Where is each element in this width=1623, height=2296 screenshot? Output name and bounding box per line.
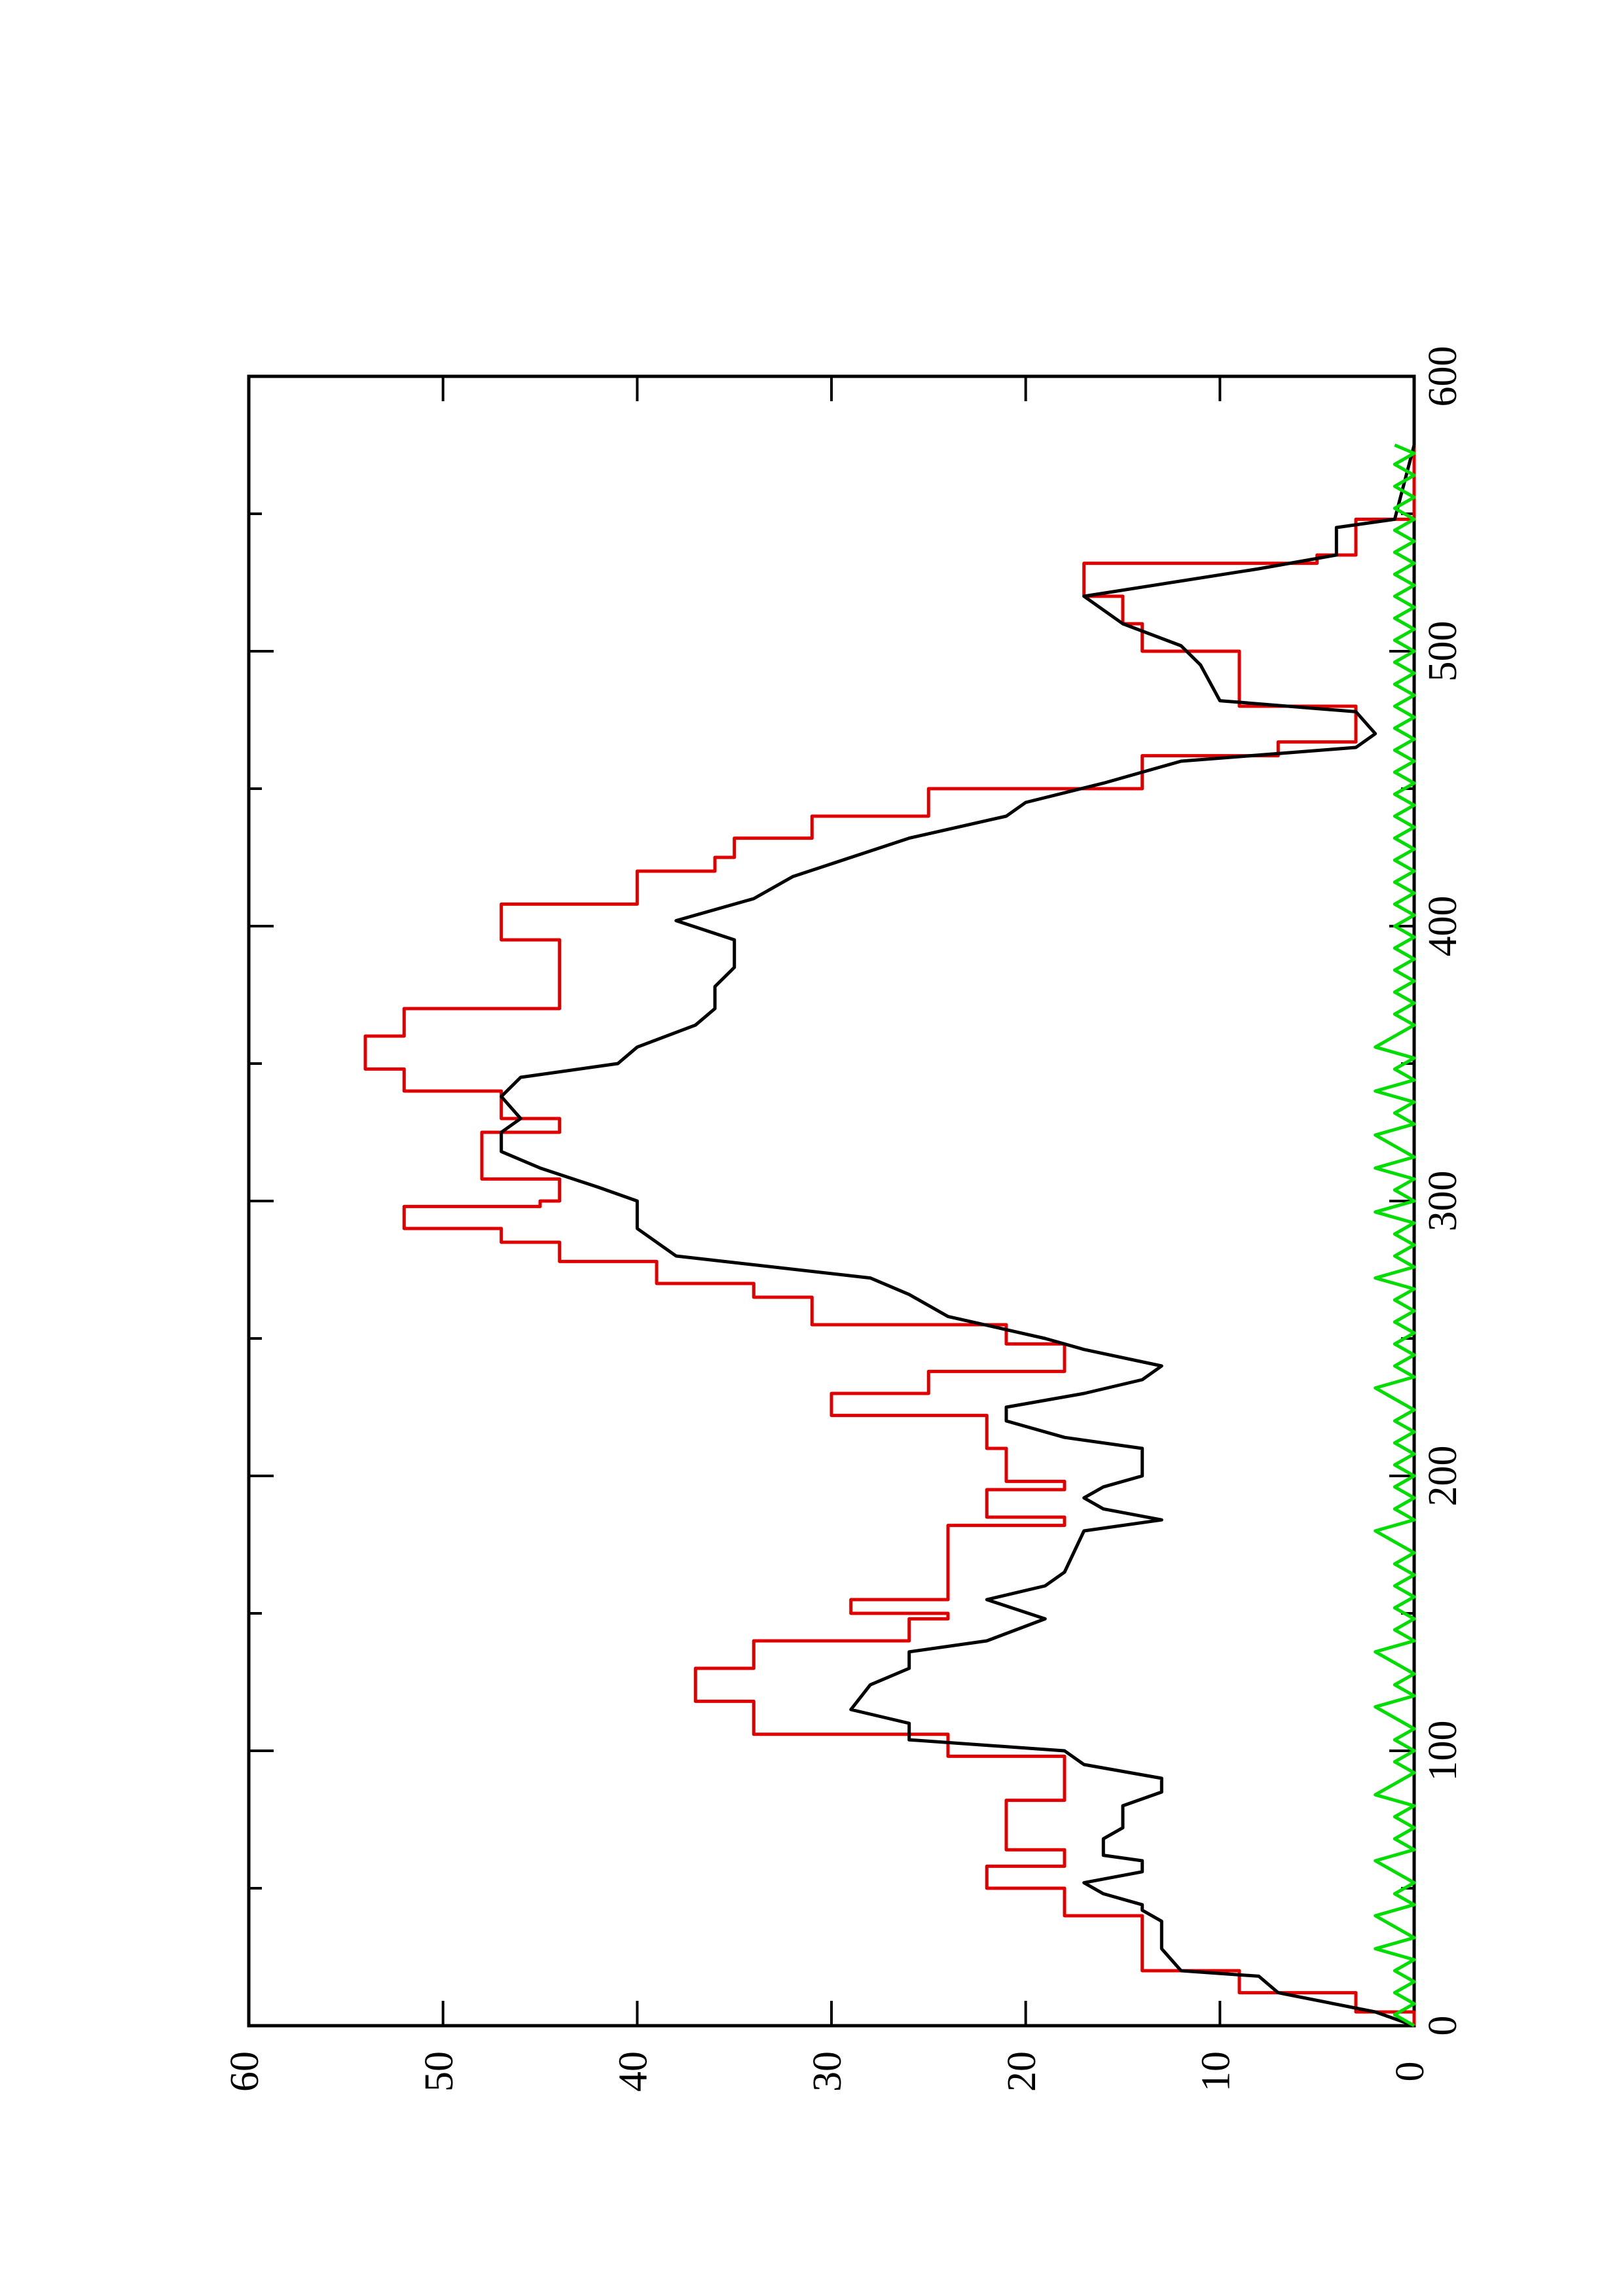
series-line-2	[500, 444, 1416, 2028]
x-tick-label: 200	[1421, 1446, 1465, 1507]
x-tick-label: 600	[1421, 346, 1465, 407]
axis-ticks	[247, 375, 1415, 2027]
series-line-3	[1374, 443, 1416, 2028]
x-tick-label: 300	[1421, 1171, 1465, 1232]
plot-frame	[247, 374, 1416, 2028]
y-tick-label: 30	[805, 2051, 850, 2092]
y-tick-label: 10	[1194, 2051, 1239, 2092]
y-tick-label: 50	[417, 2051, 462, 2092]
series-lines	[363, 443, 1416, 2028]
y-tick-label: 60	[223, 2051, 267, 2092]
y-tick-label: 20	[1000, 2051, 1044, 2092]
x-tick-label: 400	[1421, 896, 1465, 957]
y-tick-label: 40	[611, 2051, 656, 2092]
y-tick-label: 0	[1388, 2062, 1432, 2082]
series-line-1	[363, 445, 1416, 2026]
tick-labels: 0 100 200 300 400 500 600 0 10 20 30 40 50 60	[223, 346, 1465, 2092]
x-tick-label: 100	[1421, 1721, 1465, 1782]
x-tick-label: 0	[1421, 2016, 1465, 2036]
x-tick-label: 500	[1421, 621, 1465, 682]
